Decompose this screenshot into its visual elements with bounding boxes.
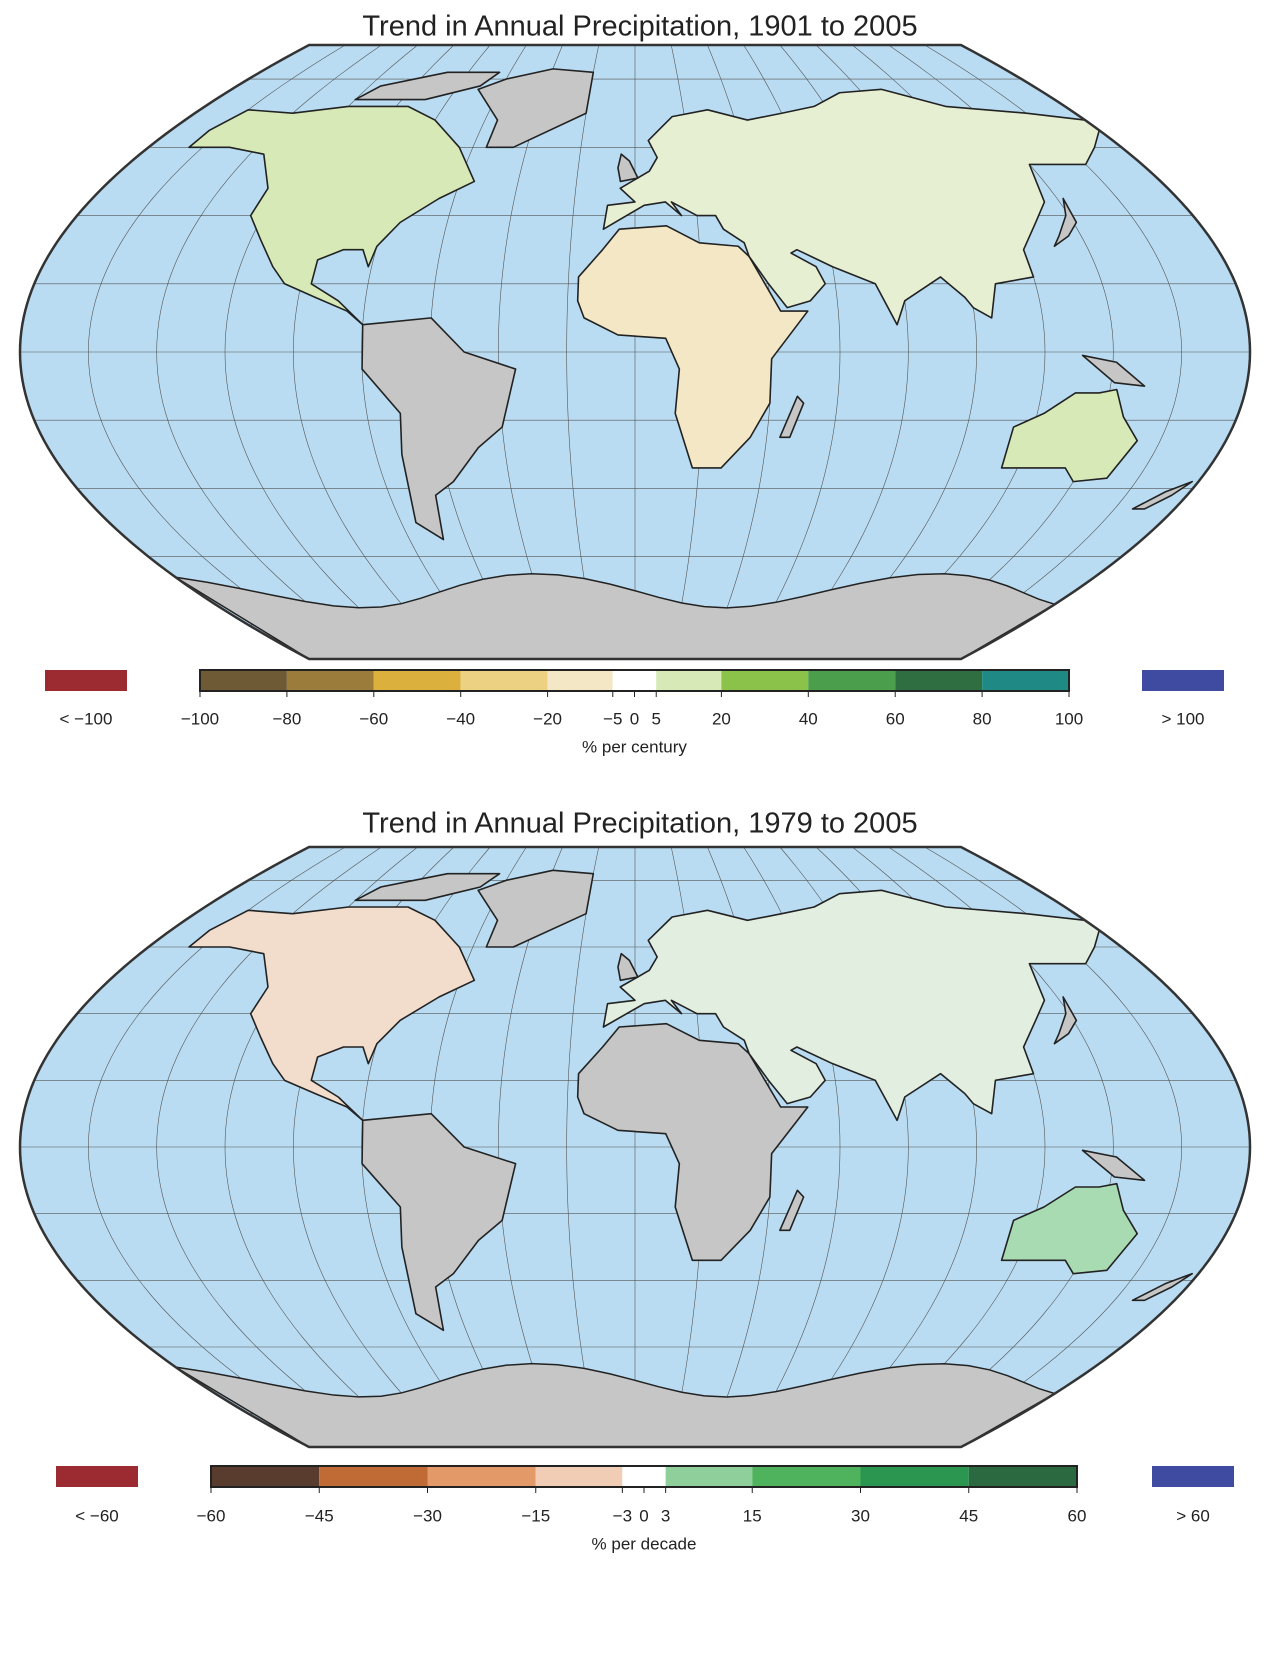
colorbar-bin xyxy=(968,1466,1077,1487)
colorbar-bin xyxy=(982,670,1069,691)
land-namerica xyxy=(188,105,476,326)
colorbar-bin xyxy=(612,670,657,691)
land-africa xyxy=(576,1022,809,1262)
colorbar-bin xyxy=(895,670,983,691)
colorbar-tick-label: −3 xyxy=(613,1506,632,1525)
land-japan xyxy=(1053,996,1078,1045)
colorbar-bin xyxy=(665,1466,753,1487)
colorbar-tick-label: 0 xyxy=(639,1506,648,1525)
land-arctic xyxy=(354,872,501,902)
colorbar-bin xyxy=(319,1466,428,1487)
colorbar-tick-label: 20 xyxy=(712,709,731,728)
land-eurasia xyxy=(602,889,1101,1122)
colorbar-tick-label: −5 xyxy=(603,709,622,728)
colorbar-tick-label: 100 xyxy=(1055,709,1083,728)
colorbar-tick-label: −40 xyxy=(446,709,475,728)
map-title: Trend in Annual Precipitation, 1901 to 2… xyxy=(362,11,917,43)
colorbar-tick-label: 0 xyxy=(630,709,639,728)
under-label: < −60 xyxy=(75,1506,119,1525)
land-samerica xyxy=(361,317,517,541)
land-japan xyxy=(1053,197,1078,248)
over-swatch xyxy=(1142,670,1224,691)
land-nz xyxy=(1131,1272,1194,1302)
colorbar-tick-label: −60 xyxy=(197,1506,226,1525)
colorbar-tick-label: −30 xyxy=(413,1506,442,1525)
land-uk xyxy=(617,952,639,982)
colorbar-bin xyxy=(427,1466,536,1487)
colorbar-tick-label: 40 xyxy=(799,709,818,728)
land-newguinea xyxy=(1081,354,1146,387)
land-greenland xyxy=(477,68,595,149)
land-arctic xyxy=(354,71,501,101)
land-newguinea xyxy=(1081,1149,1146,1182)
colorbar-bin xyxy=(547,670,613,691)
land-australia xyxy=(1000,388,1139,483)
colorbar-tick-label: −80 xyxy=(272,709,301,728)
land-australia xyxy=(1000,1182,1139,1275)
colorbar-tick-label: −20 xyxy=(533,709,562,728)
under-label: < −100 xyxy=(60,709,113,728)
over-label: > 60 xyxy=(1176,1506,1210,1525)
land-africa xyxy=(576,224,809,469)
colorbar-tick-label: 30 xyxy=(851,1506,870,1525)
land-namerica xyxy=(188,906,476,1122)
colorbar-bin xyxy=(808,670,896,691)
over-swatch xyxy=(1152,1466,1234,1487)
colorbar-tick-label: 60 xyxy=(1068,1506,1087,1525)
colorbar-tick-label: −45 xyxy=(305,1506,334,1525)
map-border xyxy=(18,43,1252,661)
colorbar-tick-label: −100 xyxy=(181,709,219,728)
colorbar-tick-label: 80 xyxy=(973,709,992,728)
colorbar-tick-label: 60 xyxy=(886,709,905,728)
land-uk xyxy=(617,153,639,183)
colorbar-label: % per decade xyxy=(592,1534,697,1553)
colorbar-tick-label: 15 xyxy=(743,1506,762,1525)
colorbar-bin xyxy=(286,670,374,691)
colorbar-tick-label: 3 xyxy=(661,1506,670,1525)
land-eurasia xyxy=(602,88,1101,326)
colorbar-bin xyxy=(752,1466,861,1487)
land-samerica xyxy=(361,1112,517,1332)
colorbar-tick-label: −60 xyxy=(359,709,388,728)
colorbar-tick-label: 5 xyxy=(651,709,660,728)
world-map xyxy=(18,845,1252,1449)
land-nz xyxy=(1131,480,1194,510)
under-swatch xyxy=(45,670,127,691)
colorbar-tick-label: 45 xyxy=(959,1506,978,1525)
under-swatch xyxy=(56,1466,138,1487)
over-label: > 100 xyxy=(1161,709,1204,728)
colorbar-bin xyxy=(535,1466,623,1487)
land-greenland xyxy=(477,869,595,948)
colorbar-label: % per century xyxy=(582,737,687,756)
map-border xyxy=(18,845,1252,1449)
colorbar-bin xyxy=(373,670,461,691)
colorbar-bin xyxy=(860,1466,969,1487)
colorbar-bin xyxy=(721,670,809,691)
land-madagascar xyxy=(779,1189,805,1232)
colorbar-bin xyxy=(200,670,287,691)
colorbar-bin xyxy=(622,1466,666,1487)
map-title: Trend in Annual Precipitation, 1979 to 2… xyxy=(362,808,917,840)
colorbar-tick-label: −15 xyxy=(521,1506,550,1525)
colorbar-bin xyxy=(656,670,722,691)
colorbar-bin xyxy=(460,670,548,691)
colorbar-bin xyxy=(211,1466,320,1487)
land-madagascar xyxy=(779,395,805,439)
world-map xyxy=(18,43,1252,661)
